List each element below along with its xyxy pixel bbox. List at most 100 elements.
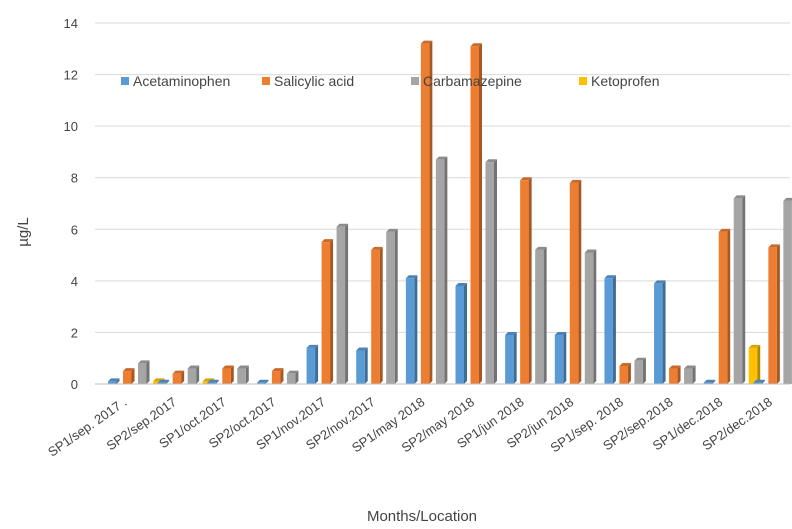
bar-salicylic-acid-top xyxy=(768,244,780,248)
bar-salicylic-acid-side xyxy=(379,246,383,384)
bar-salicylic-acid xyxy=(718,231,728,384)
bar-ketoprofen-top xyxy=(748,344,761,348)
bar-carbamazepine-top xyxy=(187,365,200,369)
bar-acetaminophen xyxy=(157,382,167,384)
bar-acetaminophen-top xyxy=(654,280,666,284)
y-tick-label: 2 xyxy=(71,325,78,340)
bar-salicylic-acid xyxy=(222,368,231,384)
bar-acetaminophen-top xyxy=(108,378,120,382)
x-axis-title: Months/Location xyxy=(367,508,477,525)
bar-carbamazepine xyxy=(435,159,445,384)
bar-salicylic-acid xyxy=(321,242,331,384)
bar-salicylic-acid xyxy=(520,180,529,384)
bar-salicylic-acid-top xyxy=(123,368,135,372)
bar-salicylic-acid-top xyxy=(669,365,681,369)
bar-salicylic-acid-top xyxy=(222,365,234,369)
bar-salicylic-acid xyxy=(619,365,628,384)
bar-salicylic-acid-side xyxy=(627,362,631,384)
bar-acetaminophen xyxy=(753,382,762,384)
bar-salicylic-acid-top xyxy=(371,246,383,250)
bar-salicylic-acid-top xyxy=(271,368,284,372)
bar-acetaminophen-side xyxy=(761,379,765,384)
bar-salicylic-acid-side xyxy=(131,368,135,384)
bar-salicylic-acid xyxy=(172,373,182,384)
bar-carbamazepine xyxy=(286,373,296,384)
legend-swatch-ketoprofen xyxy=(579,77,587,85)
bar-acetaminophen xyxy=(654,283,663,384)
bar-acetaminophen-side xyxy=(513,332,517,384)
bar-salicylic-acid-side xyxy=(677,365,681,384)
bar-acetaminophen-top xyxy=(505,332,517,336)
bar-salicylic-acid-side xyxy=(181,370,185,384)
bar-salicylic-acid xyxy=(420,43,430,384)
bar-salicylic-acid-side xyxy=(429,40,433,384)
bar-acetaminophen xyxy=(108,381,117,384)
bar-carbamazepine-side xyxy=(345,223,349,384)
bar-carbamazepine-top xyxy=(783,197,792,201)
bar-salicylic-acid-top xyxy=(321,239,334,243)
bar-salicylic-acid xyxy=(768,247,777,384)
legend-swatch-salicylic-acid xyxy=(262,77,270,85)
y-tick-label: 14 xyxy=(64,16,78,31)
bar-carbamazepine-side xyxy=(196,365,200,384)
bar-carbamazepine-top xyxy=(535,246,547,250)
bar-acetaminophen-top xyxy=(157,379,170,383)
bar-carbamazepine xyxy=(386,231,395,384)
bar-salicylic-acid-top xyxy=(619,362,631,366)
legend: Acetaminophen Salicylic acid Carbamazepine… xyxy=(121,73,660,89)
bar-carbamazepine-top xyxy=(485,159,497,163)
bar-carbamazepine-top xyxy=(138,360,150,364)
bar-carbamazepine-top xyxy=(386,228,398,232)
bar-salicylic-acid-side xyxy=(727,228,731,384)
bar-carbamazepine-side xyxy=(692,365,696,384)
bar-carbamazepine xyxy=(783,200,792,384)
bar-carbamazepine-side xyxy=(543,246,547,384)
bar-carbamazepine-side xyxy=(642,357,646,384)
y-tick-label: 8 xyxy=(71,171,78,186)
bars xyxy=(108,40,792,384)
bar-acetaminophen-top xyxy=(703,379,716,383)
bar-acetaminophen-side xyxy=(563,332,567,384)
bar-acetaminophen-side xyxy=(612,275,616,384)
bar-carbamazepine xyxy=(485,162,494,384)
bar-salicylic-acid-top xyxy=(470,43,482,47)
bar-carbamazepine-side xyxy=(444,156,448,384)
legend-swatch-carbamazepine xyxy=(411,77,419,85)
bar-salicylic-acid-top xyxy=(172,370,185,374)
bar-carbamazepine-top xyxy=(336,223,349,227)
bar-acetaminophen-side xyxy=(414,275,418,384)
bar-salicylic-acid-side xyxy=(776,244,780,384)
bar-acetaminophen-side xyxy=(215,379,219,384)
bar-acetaminophen-top xyxy=(405,275,418,279)
bar-carbamazepine xyxy=(584,252,594,384)
bar-carbamazepine-side xyxy=(494,159,497,384)
y-axis-title: µg/L xyxy=(15,217,32,247)
bar-carbamazepine-top xyxy=(584,249,597,253)
bar-salicylic-acid-top xyxy=(569,179,582,183)
bar-carbamazepine-top xyxy=(634,357,646,361)
bar-carbamazepine xyxy=(684,368,693,384)
bar-salicylic-acid-side xyxy=(528,177,532,384)
bar-acetaminophen xyxy=(306,347,316,384)
bar-acetaminophen-side xyxy=(364,347,368,384)
bar-salicylic-acid-side xyxy=(479,43,482,384)
bar-carbamazepine-side xyxy=(742,195,746,384)
bar-ketoprofen-side xyxy=(757,344,761,384)
legend-label-carbamazepine: Carbamazepine xyxy=(423,73,522,89)
legend-label-ketoprofen: Ketoprofen xyxy=(591,73,660,89)
bar-acetaminophen xyxy=(256,382,266,384)
bar-acetaminophen xyxy=(505,335,514,384)
bar-salicylic-acid-side xyxy=(330,239,334,384)
bar-acetaminophen-top xyxy=(306,344,319,348)
bar-salicylic-acid-side xyxy=(230,365,234,384)
bar-salicylic-acid xyxy=(470,46,479,384)
bar-salicylic-acid xyxy=(669,368,678,384)
bar-carbamazepine-top xyxy=(733,195,746,199)
bar-salicylic-acid-side xyxy=(280,368,284,384)
y-tick-label: 6 xyxy=(71,222,78,237)
bar-acetaminophen-top xyxy=(455,283,467,287)
bar-acetaminophen xyxy=(207,382,216,384)
bar-acetaminophen-top xyxy=(604,275,616,279)
bar-acetaminophen-side xyxy=(116,378,120,384)
bar-acetaminophen-side xyxy=(464,283,467,384)
